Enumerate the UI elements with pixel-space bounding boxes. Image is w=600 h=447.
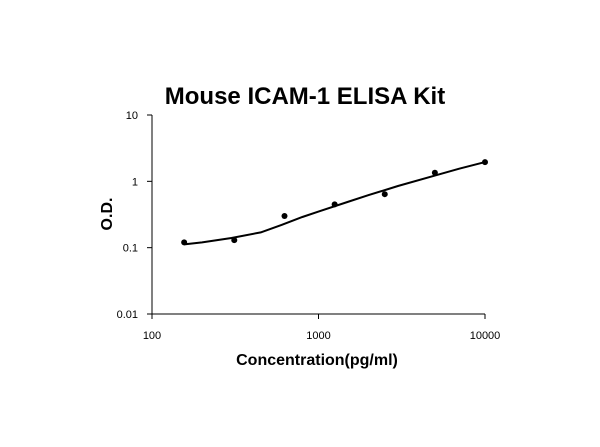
y-tick-label: 1 bbox=[132, 176, 138, 188]
data-point bbox=[482, 159, 488, 166]
y-axis-label: O.D. bbox=[99, 198, 116, 231]
plot-area bbox=[151, 115, 485, 315]
data-point bbox=[181, 239, 188, 246]
data-point bbox=[431, 169, 438, 176]
chart-title: Mouse ICAM-1 ELISA Kit bbox=[165, 83, 445, 110]
data-point bbox=[231, 237, 238, 244]
x-tick-label: 10000 bbox=[470, 330, 501, 342]
y-tick-label: 10 bbox=[126, 110, 138, 122]
y-tick-label: 0.1 bbox=[123, 243, 138, 255]
x-tick-label: 1000 bbox=[306, 330, 330, 342]
x-axis-ticks: 100 1000 10000 bbox=[143, 314, 500, 342]
x-axis-label: Concentration(pg/ml) bbox=[236, 352, 398, 369]
data-points bbox=[181, 159, 488, 246]
data-point bbox=[281, 213, 288, 220]
y-axis-ticks: 0.01 0.1 1 10 bbox=[117, 110, 152, 321]
data-point bbox=[381, 191, 388, 198]
data-point bbox=[331, 201, 338, 208]
x-tick-label: 100 bbox=[143, 330, 161, 342]
y-tick-label: 0.01 bbox=[117, 309, 138, 321]
